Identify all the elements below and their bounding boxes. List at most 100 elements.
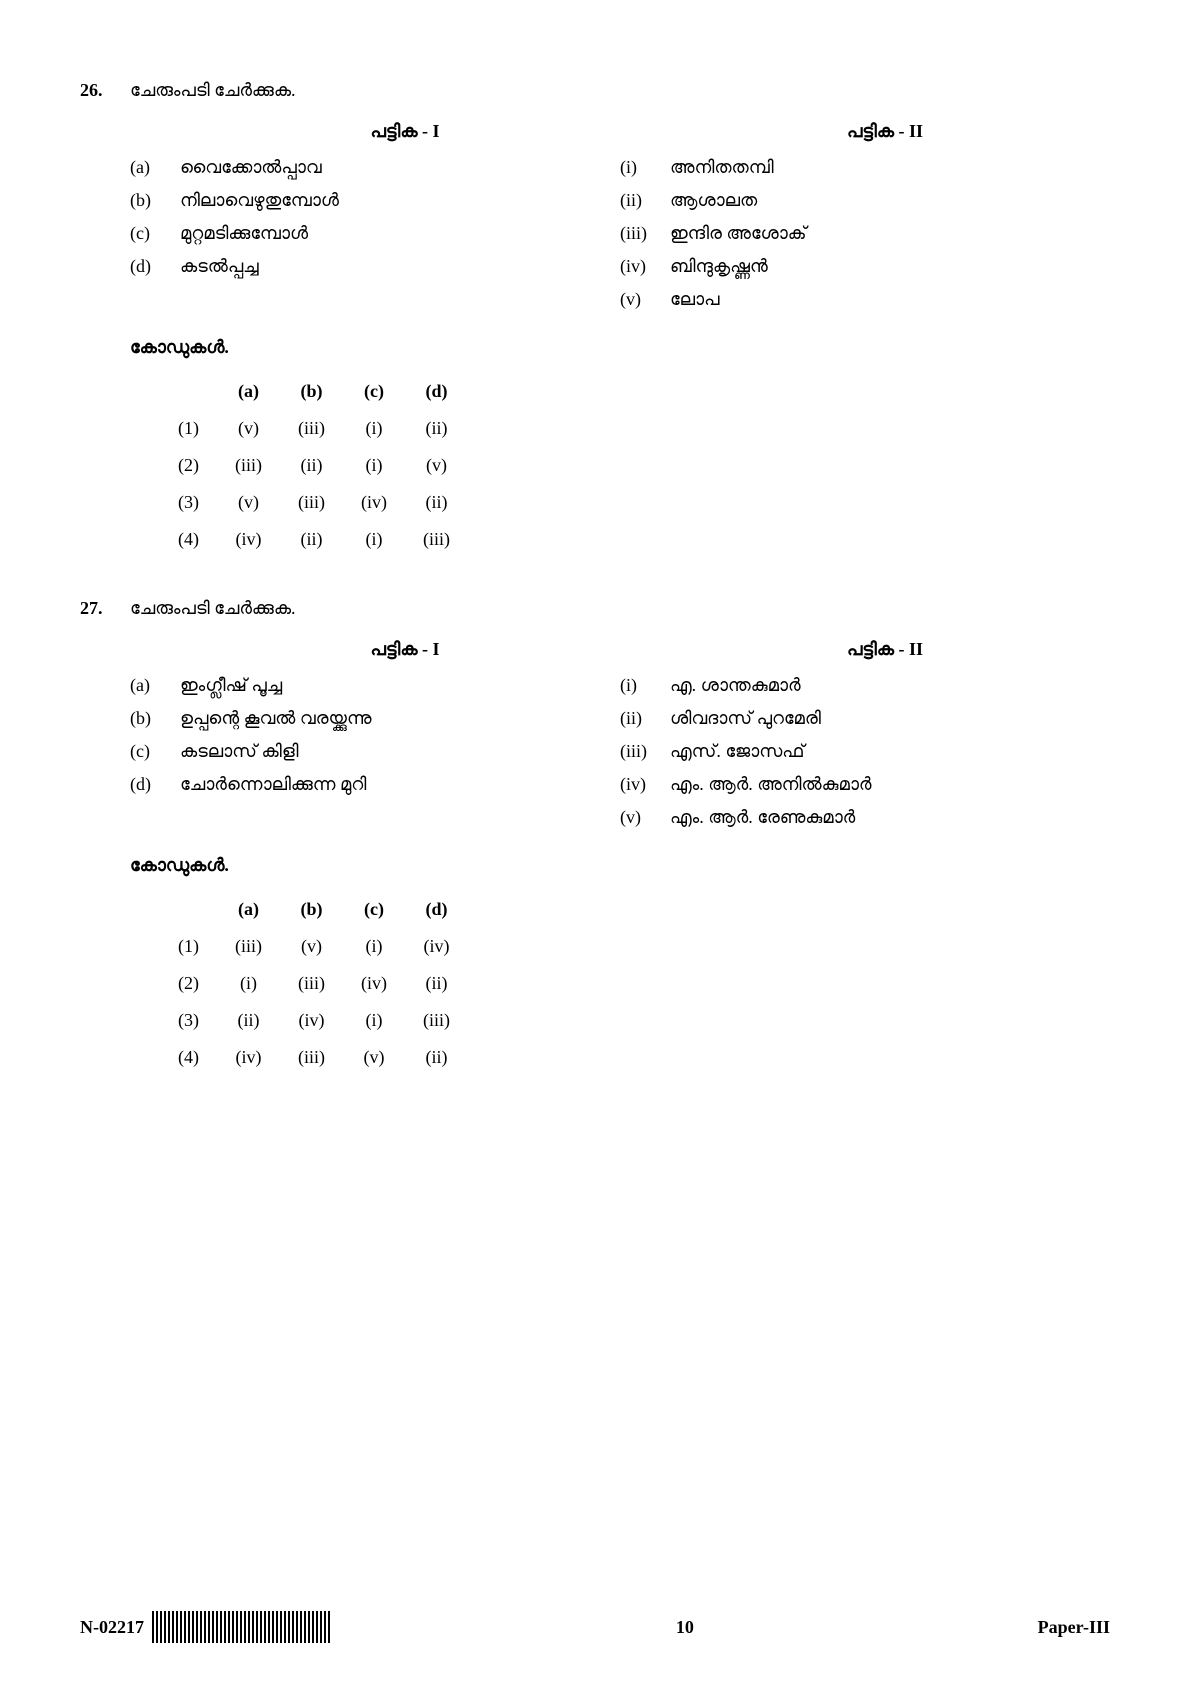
item-text: ലോപ: [670, 289, 1110, 310]
item-text: ഇംഗ്ലീഷ് പൂച്ച: [180, 675, 620, 696]
page-number: 10: [676, 1617, 694, 1638]
item-text: എസ്. ജോസഫ്: [670, 741, 1110, 762]
paper-label: Paper-III: [1038, 1617, 1110, 1638]
code-val: (i): [343, 521, 405, 558]
list-1: പട്ടിക - I (a)ഇംഗ്ലീഷ് പൂച്ച (b)ഉപ്പന്റെ…: [130, 639, 620, 840]
code-val: (v): [343, 1039, 405, 1076]
code-val: (iv): [405, 928, 468, 965]
code-val: (v): [405, 447, 468, 484]
code-val: (iii): [217, 447, 280, 484]
code-val: (v): [280, 928, 343, 965]
item-text: എം. ആർ. അനിൽകുമാർ: [670, 774, 1110, 795]
codes-table: (a) (b) (c) (d) (1) (iii) (v) (i) (iv) (…: [160, 891, 468, 1076]
item-text: ശിവദാസ് പുറമേരി: [670, 708, 1110, 729]
list-2: പട്ടിക - II (i)അനിതതമ്പി (ii)ആശാലത (iii)…: [620, 121, 1110, 322]
item-label: (iii): [620, 741, 670, 762]
item-label: (d): [130, 256, 180, 277]
item-label: (ii): [620, 190, 670, 211]
code-val: (iv): [217, 521, 280, 558]
code-row-num: (1): [160, 410, 217, 447]
item-text: മുറ്റമടിക്കുമ്പോൾ: [180, 223, 620, 244]
item-text: ഇന്ദിര അശോക്: [670, 223, 1110, 244]
code-val: (iv): [217, 1039, 280, 1076]
code-header: (a): [217, 373, 280, 410]
code-val: (iv): [280, 1002, 343, 1039]
code-row-num: (1): [160, 928, 217, 965]
item-text: കടലാസ് കിളി: [180, 741, 620, 762]
code-row-num: (3): [160, 484, 217, 521]
barcode-icon: [152, 1611, 332, 1643]
code-val: (iii): [405, 521, 468, 558]
item-label: (c): [130, 223, 180, 244]
code-val: (iii): [405, 1002, 468, 1039]
code-header: (a): [217, 891, 280, 928]
list-2: പട്ടിക - II (i)എ. ശാന്തകുമാർ (ii)ശിവദാസ്…: [620, 639, 1110, 840]
codes-title: കോഡുകൾ.: [130, 337, 1110, 358]
item-label: (i): [620, 675, 670, 696]
code-val: (i): [217, 965, 280, 1002]
page-footer: N-02217 10 Paper-III: [80, 1611, 1110, 1643]
code-val: (iii): [280, 965, 343, 1002]
code-val: (iv): [343, 484, 405, 521]
item-label: (b): [130, 708, 180, 729]
item-label: (iv): [620, 256, 670, 277]
code-val: (ii): [405, 410, 468, 447]
code-val: (i): [343, 928, 405, 965]
item-label: (i): [620, 157, 670, 178]
item-label: (c): [130, 741, 180, 762]
item-text: കടൽപ്പച്ച: [180, 256, 620, 277]
item-text: ആശാലത: [670, 190, 1110, 211]
code-val: (iv): [343, 965, 405, 1002]
code-val: (iii): [280, 410, 343, 447]
list-1: പട്ടിക - I (a)വൈക്കോൽപ്പാവ (b)നിലാവെഴുതു…: [130, 121, 620, 322]
item-text: നിലാവെഴുതുമ്പോൾ: [180, 190, 620, 211]
code-val: (iii): [217, 928, 280, 965]
code-val: (ii): [280, 521, 343, 558]
code-val: (i): [343, 447, 405, 484]
codes-table: (a) (b) (c) (d) (1) (v) (iii) (i) (ii) (…: [160, 373, 468, 558]
question-text: ചേരുംപടി ചേർക്കുക.: [130, 80, 1110, 101]
question-text: ചേരുംപടി ചേർക്കുക.: [130, 598, 1110, 619]
code-header: (c): [343, 373, 405, 410]
item-text: എം. ആർ. രേണുകുമാർ: [670, 807, 1110, 828]
codes-title: കോഡുകൾ.: [130, 855, 1110, 876]
code-val: (ii): [217, 1002, 280, 1039]
code-row-num: (3): [160, 1002, 217, 1039]
code-val: (v): [217, 410, 280, 447]
code-row-num: (4): [160, 521, 217, 558]
item-text: എ. ശാന്തകുമാർ: [670, 675, 1110, 696]
code-val: (ii): [405, 484, 468, 521]
item-label: (iii): [620, 223, 670, 244]
code-val: (v): [217, 484, 280, 521]
item-label: (a): [130, 157, 180, 178]
code-header: (c): [343, 891, 405, 928]
list-1-title: പട്ടിക - I: [130, 121, 620, 142]
item-label: (v): [620, 289, 670, 310]
code-header: (b): [280, 891, 343, 928]
code-val: (ii): [405, 1039, 468, 1076]
code-val: (iii): [280, 1039, 343, 1076]
item-label: (ii): [620, 708, 670, 729]
code-val: (iii): [280, 484, 343, 521]
question-27: 27. ചേരുംപടി ചേർക്കുക. പട്ടിക - I (a)ഇംഗ…: [80, 598, 1110, 1076]
code-header: (b): [280, 373, 343, 410]
item-text: അനിതതമ്പി: [670, 157, 1110, 178]
footer-code: N-02217: [80, 1617, 144, 1638]
code-val: (ii): [280, 447, 343, 484]
list-1-title: പട്ടിക - I: [130, 639, 620, 660]
item-text: വൈക്കോൽപ്പാവ: [180, 157, 620, 178]
question-number: 27.: [80, 598, 130, 619]
item-label: (a): [130, 675, 180, 696]
item-label: (d): [130, 774, 180, 795]
item-text: ഉപ്പന്റെ കൂവൽ വരയ്ക്കുന്നു: [180, 708, 620, 729]
code-header: (d): [405, 891, 468, 928]
list-2-title: പട്ടിക - II: [620, 121, 1110, 142]
code-val: (ii): [405, 965, 468, 1002]
question-number: 26.: [80, 80, 130, 101]
code-row-num: (2): [160, 965, 217, 1002]
question-26: 26. ചേരുംപടി ചേർക്കുക. പട്ടിക - I (a)വൈക…: [80, 80, 1110, 558]
list-2-title: പട്ടിക - II: [620, 639, 1110, 660]
item-text: ബിന്ദുകൃഷ്ണൻ: [670, 256, 1110, 277]
item-label: (b): [130, 190, 180, 211]
code-val: (i): [343, 1002, 405, 1039]
